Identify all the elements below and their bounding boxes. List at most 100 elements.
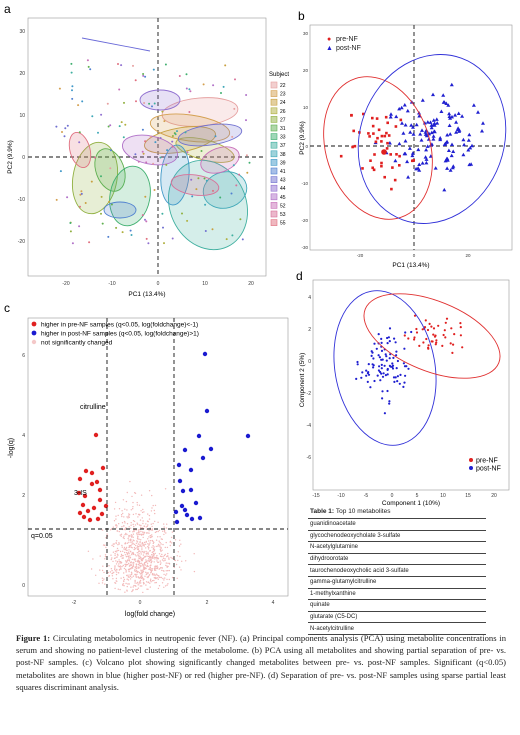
legend-subject-label: 55	[280, 221, 286, 227]
ns-metabolite-point	[171, 576, 174, 579]
ns-metabolite-point	[159, 548, 161, 551]
panel-a-xtick: -20	[62, 281, 69, 287]
ns-metabolite-point	[147, 551, 149, 553]
subject-point	[101, 222, 104, 225]
subject-point	[69, 230, 72, 233]
ns-metabolite-point	[104, 554, 107, 556]
ns-metabolite-point	[115, 542, 117, 544]
post-nf-point	[414, 122, 419, 127]
subject-ellipse	[103, 201, 137, 219]
subject-point	[134, 79, 137, 82]
ns-metabolite-point	[144, 562, 146, 564]
post-nf-point	[448, 132, 453, 136]
panel-d-legend-pre-marker	[469, 458, 473, 462]
subject-point	[141, 128, 144, 131]
post-nf-point	[392, 356, 395, 359]
ns-metabolite-point	[167, 552, 169, 555]
ns-metabolite-point	[157, 530, 159, 533]
subject-point	[132, 64, 134, 67]
post-nf-point	[404, 374, 407, 377]
post-nf-point	[424, 157, 429, 161]
ns-metabolite-point	[136, 576, 138, 578]
post-nf-point	[401, 131, 406, 135]
ns-metabolite-point	[130, 564, 133, 566]
subject-point	[144, 75, 147, 78]
ns-metabolite-point	[157, 557, 159, 559]
legend-subject-label: 44	[280, 186, 286, 192]
ns-metabolite-point	[126, 533, 128, 536]
subject-point	[109, 149, 112, 152]
ns-metabolite-point	[133, 530, 135, 533]
ns-metabolite-point	[156, 574, 158, 576]
ns-metabolite-point	[115, 527, 118, 529]
subject-point	[89, 68, 92, 71]
subject-point	[120, 64, 123, 67]
ns-metabolite-point	[115, 560, 117, 562]
ns-metabolite-point	[158, 553, 161, 555]
panel-c-letter: c	[4, 301, 10, 315]
post-nf-point	[407, 367, 410, 370]
post-nf-point	[383, 412, 386, 415]
ns-metabolite-point	[147, 532, 149, 534]
ns-metabolite-point	[148, 574, 150, 576]
post-nf-point	[398, 382, 401, 385]
ns-metabolite-point	[156, 558, 158, 560]
post-nf-point	[393, 337, 396, 340]
pre-nf-point	[415, 331, 419, 334]
panel-a-ytick: 10	[19, 113, 25, 119]
ns-metabolite-point	[158, 540, 160, 542]
ns-metabolite-point	[142, 522, 144, 525]
ns-metabolite-point	[136, 548, 139, 550]
ns-metabolite-point	[130, 573, 133, 576]
ns-metabolite-point	[127, 583, 129, 585]
ns-metabolite-point	[139, 544, 141, 546]
ns-metabolite-point	[165, 541, 167, 544]
ns-metabolite-point	[144, 564, 146, 566]
ns-metabolite-point	[130, 567, 133, 569]
post-nf-point	[405, 365, 408, 368]
post-nf-point	[361, 371, 364, 374]
ns-metabolite-point	[145, 550, 147, 553]
ns-metabolite-point	[148, 536, 150, 538]
ns-metabolite-point	[125, 552, 128, 554]
subject-point	[246, 171, 249, 174]
ns-metabolite-point	[137, 516, 139, 518]
post-nf-significant-point	[176, 462, 182, 468]
subject-point	[142, 152, 145, 155]
ns-metabolite-point	[176, 577, 178, 579]
panel-c-points	[76, 351, 251, 594]
ns-metabolite-point	[152, 550, 154, 553]
ns-metabolite-point	[160, 547, 162, 549]
ns-metabolite-point	[124, 533, 126, 536]
ns-metabolite-point	[124, 522, 126, 524]
ns-metabolite-point	[140, 539, 142, 541]
ns-metabolite-point	[154, 520, 156, 523]
ns-metabolite-point	[139, 579, 142, 582]
ns-metabolite-point	[111, 575, 114, 577]
post-nf-point	[411, 132, 416, 136]
ns-metabolite-point	[143, 583, 145, 585]
ns-metabolite-point	[123, 520, 126, 523]
post-nf-point	[410, 330, 413, 334]
post-nf-point	[470, 143, 474, 148]
post-nf-point	[468, 145, 473, 150]
ns-metabolite-point	[122, 537, 125, 539]
ns-metabolite-point	[144, 567, 146, 570]
pre-nf-point	[380, 161, 383, 165]
ns-metabolite-point	[112, 551, 115, 553]
ns-metabolite-point	[149, 579, 152, 582]
ns-metabolite-point	[154, 512, 156, 515]
ns-metabolite-point	[145, 532, 148, 534]
panel-b-legend: ● pre-NF ▲ post-NF	[326, 36, 361, 52]
panel-b-legend-post-marker: ▲	[326, 45, 333, 52]
ns-metabolite-point	[139, 555, 141, 557]
ns-metabolite-point	[119, 568, 121, 571]
panel-b-xtick: 0	[413, 253, 416, 258]
ns-metabolite-point	[136, 534, 138, 536]
post-nf-significant-point	[204, 408, 210, 414]
ns-metabolite-point	[110, 554, 112, 556]
ns-metabolite-point	[146, 525, 148, 527]
ns-metabolite-point	[116, 549, 118, 552]
ns-metabolite-point	[156, 577, 158, 579]
ns-metabolite-point	[141, 557, 143, 560]
